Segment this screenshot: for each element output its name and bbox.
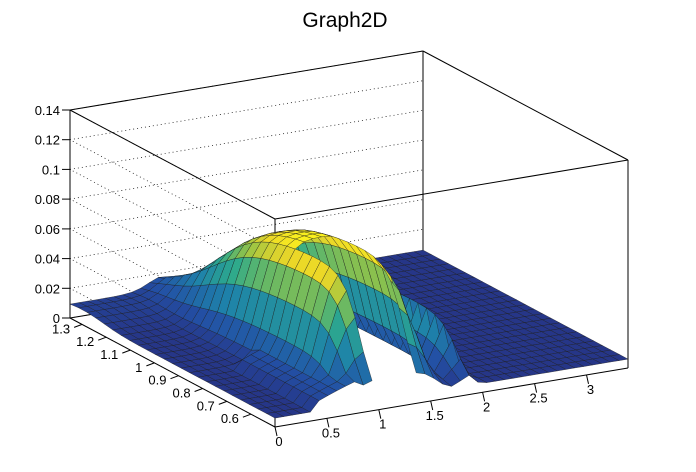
y-tick-label: 1.1 (100, 347, 118, 362)
y-tick-label: 0.7 (197, 398, 215, 413)
z-tick-label: 0 (53, 311, 60, 326)
z-tick-label: 0.06 (35, 222, 60, 237)
x-tick-label: 1 (379, 417, 386, 432)
grid-line-left-panel (69, 169, 276, 279)
surface-mesh (69, 229, 629, 419)
y-tick-label: 0.8 (173, 386, 191, 401)
y-tick (218, 400, 227, 405)
y-tick-label: 1 (135, 360, 142, 375)
y-tick (170, 375, 179, 380)
y-axis-line (69, 317, 276, 428)
x-tick-label: 1.5 (426, 408, 444, 423)
y-tick-label: 0.9 (148, 373, 166, 388)
x-tick (378, 409, 382, 419)
grid-line-back-panel (69, 169, 424, 230)
grid-line-left-panel (69, 139, 276, 250)
y-tick (194, 388, 203, 392)
x-tick-label: 0 (275, 434, 282, 449)
x-tick-label: 2 (483, 399, 490, 414)
z-tick-label: 0.12 (35, 133, 60, 148)
x-tick-label: 3 (587, 382, 594, 397)
y-tick-label: 1.3 (52, 321, 70, 336)
front-axes (62, 109, 629, 437)
z-tick-label: 0.1 (42, 162, 60, 177)
z-tick-label: 0.02 (35, 281, 60, 296)
y-tick (242, 413, 252, 418)
x-tick (326, 418, 330, 428)
x-tick (274, 426, 278, 437)
grid-line-back-panel (69, 110, 424, 170)
chart-title: Graph2D (302, 9, 387, 32)
surface-cell (354, 351, 373, 386)
box-edge-front-top (274, 159, 629, 220)
y-tick-label: 0.6 (221, 411, 239, 426)
surface-cell (610, 354, 629, 361)
tick-labels: 00.511.522.530.60.70.80.911.11.21.300.02… (35, 103, 594, 449)
z-tick-label: 0.04 (35, 252, 60, 267)
x-tick-label: 2.5 (530, 391, 548, 406)
x-tick (534, 383, 538, 393)
grid-line-back-panel (69, 139, 424, 200)
y-tick (122, 349, 131, 354)
y-tick-label: 1.2 (76, 334, 94, 349)
y-tick (146, 362, 155, 367)
grid-line-left-panel (69, 109, 276, 220)
x-tick (586, 374, 589, 385)
z-tick-label: 0.14 (35, 103, 60, 118)
x-tick (430, 400, 434, 411)
x-tick-label: 0.5 (322, 425, 340, 440)
grid-line-left-panel (69, 198, 276, 309)
grid-line-back-panel (69, 80, 424, 141)
y-tick (73, 323, 83, 328)
z-tick-label: 0.08 (35, 192, 60, 207)
x-tick (482, 392, 486, 402)
box-edge-back-top (69, 50, 424, 111)
box-edge-right-top (422, 50, 629, 161)
x-axis-line (274, 367, 629, 428)
y-tick (98, 336, 107, 341)
